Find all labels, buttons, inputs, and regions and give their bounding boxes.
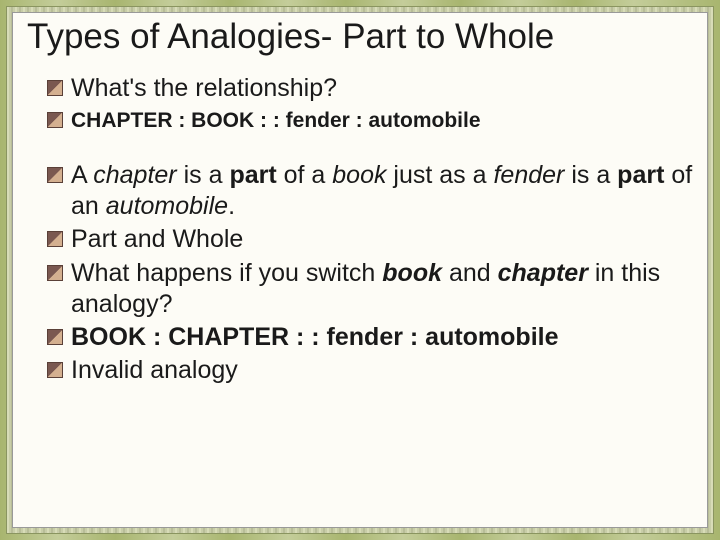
bullet-text-italic: chapter [93, 161, 176, 189]
list-item: Part and Whole [47, 224, 693, 255]
bullet-text-italic: book [332, 161, 386, 189]
list-item: CHAPTER : BOOK : : fender : automobile [47, 107, 693, 134]
bullet-text-bold: part [229, 161, 276, 189]
slide-content: Types of Analogies- Part to Whole What's… [12, 12, 708, 528]
spacer [47, 136, 693, 160]
bullet-text-part: is a [564, 161, 617, 189]
bullet-text: CHAPTER : BOOK : : fender : automobile [71, 109, 481, 132]
bullet-text-bold: BOOK : CHAPTER : : fender : automobile [71, 323, 559, 351]
bullet-text-part: A [71, 161, 93, 189]
list-item: A chapter is a part of a book just as a … [47, 160, 693, 223]
bullet-text: What's the relationship? [71, 74, 337, 102]
list-item: What happens if you switch book and chap… [47, 258, 693, 321]
bullet-text-part: is a [177, 161, 230, 189]
bullet-text: Part and Whole [71, 225, 243, 253]
bullet-text-part: just as a [386, 161, 493, 189]
slide-frame-inner: Types of Analogies- Part to Whole What's… [6, 6, 714, 534]
bullet-text-italic: automobile [106, 192, 228, 220]
list-item: BOOK : CHAPTER : : fender : automobile [47, 322, 693, 353]
bullet-text-bold: part [617, 161, 664, 189]
list-item: Invalid analogy [47, 355, 693, 386]
bullet-text-bold-italic: book [382, 259, 442, 287]
list-item: What's the relationship? [47, 73, 693, 104]
slide-title: Types of Analogies- Part to Whole [27, 17, 693, 57]
bullet-text-bold-italic: chapter [498, 259, 588, 287]
bullet-text: Invalid analogy [71, 356, 238, 384]
slide-frame-outer: Types of Analogies- Part to Whole What's… [0, 0, 720, 540]
bullet-text-italic: fender [493, 161, 564, 189]
bullet-list: What's the relationship? CHAPTER : BOOK … [27, 73, 693, 386]
bullet-text-part: and [442, 259, 498, 287]
bullet-text-part: . [228, 192, 235, 220]
bullet-text-part: What happens if you switch [71, 259, 382, 287]
bullet-text-part: of a [277, 161, 333, 189]
